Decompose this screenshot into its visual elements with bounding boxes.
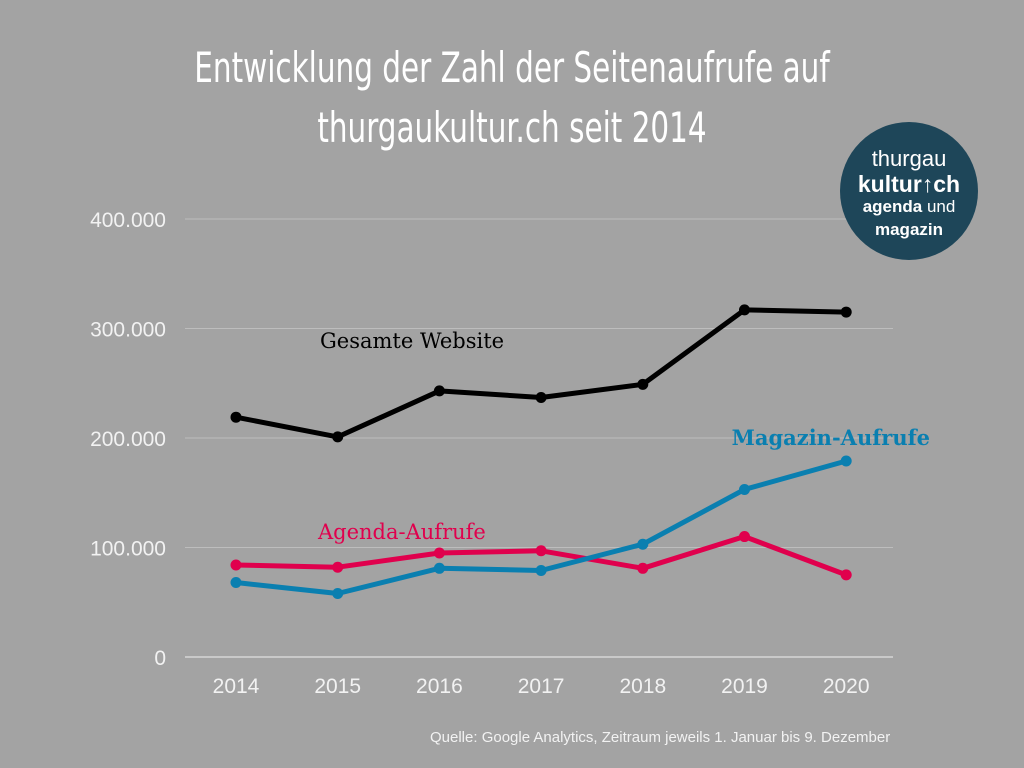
data-point: [230, 577, 242, 589]
thurgaukultur-logo: thurgau kultur↑ch agenda und magazin: [840, 122, 978, 260]
data-point: [637, 562, 649, 574]
data-point: [637, 538, 649, 550]
data-point: [332, 431, 344, 443]
series-label: Gesamte Website: [320, 329, 504, 353]
source-note: Quelle: Google Analytics, Zeitraum jewei…: [430, 729, 891, 746]
logo-und: und: [922, 197, 956, 216]
logo-line-3: agenda und: [840, 197, 978, 217]
data-point: [433, 562, 445, 574]
data-point: [535, 564, 547, 576]
data-point: [433, 385, 445, 397]
y-tick-label: 100.000: [90, 538, 166, 561]
x-tick-label: 2020: [823, 675, 870, 698]
data-point: [230, 411, 242, 423]
data-point: [637, 378, 649, 390]
series-label: Magazin-Aufrufe: [732, 425, 930, 450]
data-point: [739, 483, 750, 495]
data-point: [739, 531, 750, 543]
logo-line-2: kultur↑ch: [857, 171, 961, 197]
chart-title: Entwicklung der Zahl der Seitenaufrufe a…: [113, 38, 912, 158]
data-point: [840, 306, 852, 318]
logo-line-1: thurgau: [871, 146, 947, 171]
data-point: [332, 587, 344, 599]
x-tick-label: 2017: [518, 675, 565, 698]
y-tick-label: 300.000: [90, 319, 166, 342]
x-tick-label: 2014: [213, 675, 260, 698]
x-tick-label: 2018: [619, 675, 666, 698]
y-tick-label: 400.000: [90, 209, 166, 232]
data-point: [433, 547, 445, 559]
y-tick-label: 200.000: [90, 428, 166, 451]
y-tick-label: 0: [154, 647, 166, 670]
data-point: [332, 561, 344, 573]
data-point: [535, 545, 547, 557]
data-point: [739, 304, 750, 316]
data-point: [840, 569, 852, 581]
data-point: [535, 391, 547, 403]
x-tick-label: 2015: [314, 675, 361, 698]
title-line-1: Entwicklung der Zahl der Seitenaufrufe a…: [194, 43, 830, 92]
title-line-2: thurgaukultur.ch seit 2014: [317, 103, 707, 152]
logo-agenda: agenda: [862, 197, 923, 216]
x-tick-label: 2019: [721, 675, 768, 698]
series-label: Agenda-Aufrufe: [317, 520, 486, 544]
data-point: [840, 455, 852, 467]
data-point: [230, 559, 242, 571]
logo-line-4: magazin: [874, 220, 944, 239]
x-tick-label: 2016: [416, 675, 463, 698]
